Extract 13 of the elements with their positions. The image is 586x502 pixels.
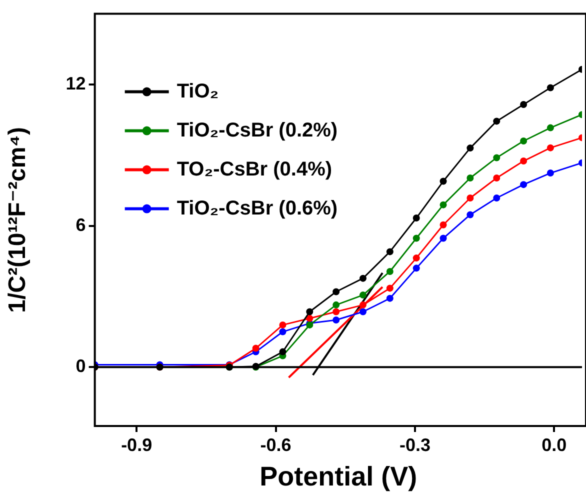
legend-label: TiO₂-CsBr (0.2%) xyxy=(176,119,338,142)
x-tick-label: -0.6 xyxy=(260,434,292,455)
x-axis-title: Potential (V) xyxy=(260,461,418,492)
y-tick-label: 12 xyxy=(66,73,86,94)
x-tick-label: 0.0 xyxy=(542,434,567,455)
legend-label: TiO₂ xyxy=(176,80,219,102)
y-tick-label: 0 xyxy=(76,356,86,376)
legend-label: TO₂-CsBr (0.4%) xyxy=(176,158,332,180)
legend-label: TiO₂-CsBr (0.6%) xyxy=(176,197,338,220)
x-tick-label: -0.3 xyxy=(399,434,430,455)
y-tick-label: 6 xyxy=(76,214,86,235)
x-tick-label: -0.9 xyxy=(121,434,152,455)
y-axis-title: 1/C²(10¹²F⁻²cm⁴) xyxy=(4,126,32,313)
